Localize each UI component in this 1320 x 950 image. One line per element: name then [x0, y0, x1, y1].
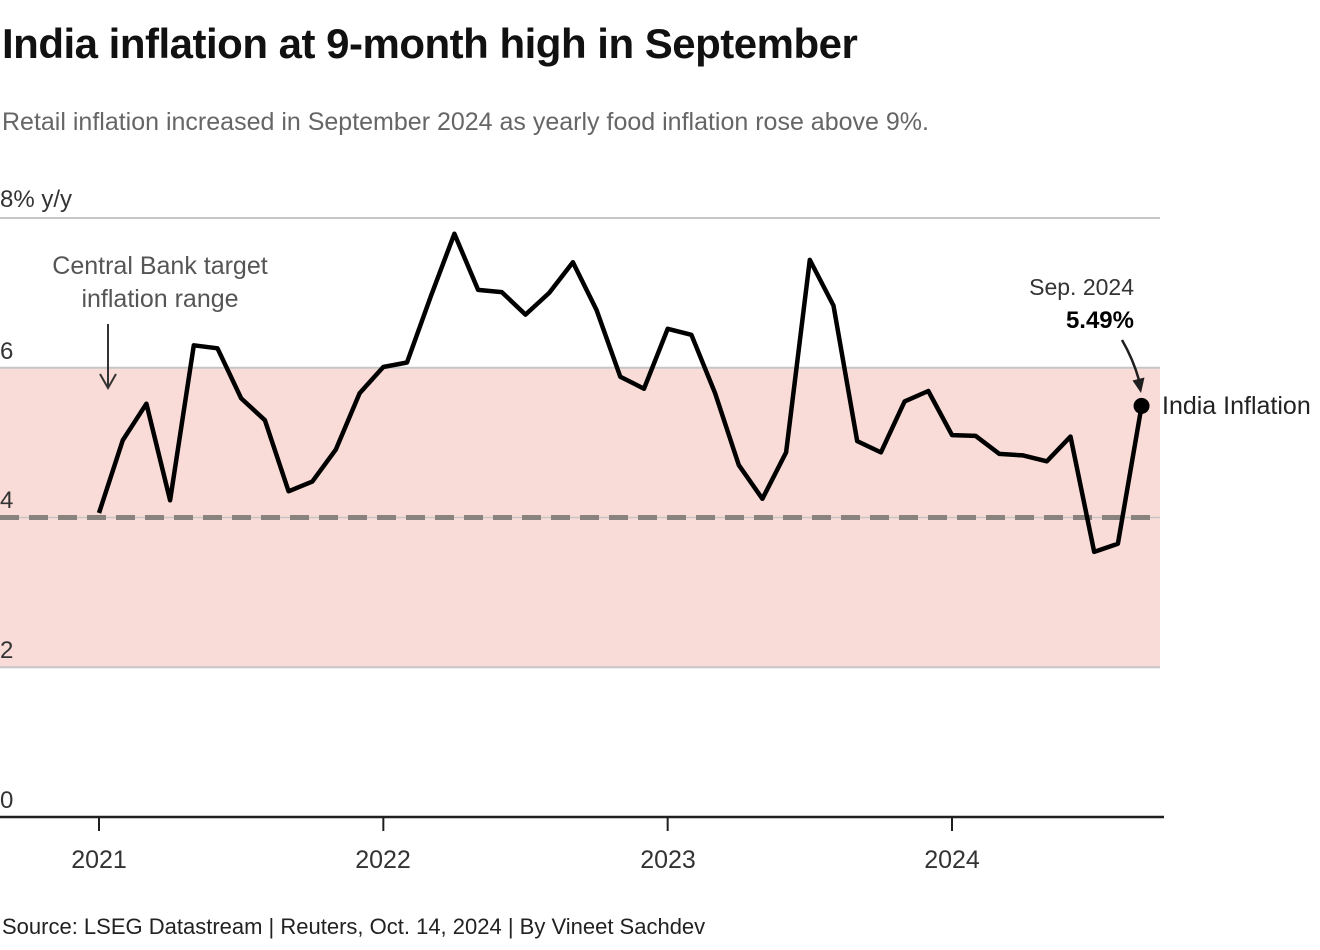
- last-point-annotation: Sep. 2024 5.49%: [1029, 271, 1134, 337]
- x-tick-label-2024: 2024: [924, 846, 980, 874]
- target-range-annotation: Central Bank target inflation range: [52, 252, 268, 313]
- last-point-value: 5.49%: [1065, 307, 1134, 334]
- page-subtitle: Retail inflation increased in September …: [2, 108, 929, 136]
- page-title: India inflation at 9-month high in Septe…: [2, 20, 858, 67]
- source-credit: Source: LSEG Datastream | Reuters, Oct. …: [2, 914, 706, 939]
- x-tick-label-2023: 2023: [640, 846, 696, 874]
- x-tick-label-2021: 2021: [71, 846, 127, 874]
- last-point-date: Sep. 2024: [1029, 274, 1134, 300]
- down-arrow-head-icon: [99, 373, 117, 391]
- y-tick-label-0: 0: [0, 787, 14, 814]
- curved-arrow-icon: [1120, 339, 1141, 381]
- x-tick-label-2022: 2022: [355, 846, 411, 874]
- curved-arrow-head-icon: [1132, 377, 1145, 393]
- series-label: India Inflation: [1162, 392, 1311, 420]
- y-axis-unit-label: 8% y/y: [0, 186, 73, 213]
- last-point-marker: [1133, 397, 1150, 414]
- y-tick-label-6: 6: [0, 338, 14, 365]
- y-tick-label-4: 4: [0, 487, 14, 514]
- inflation-line: [96, 231, 1144, 555]
- y-tick-label-2: 2: [0, 637, 14, 664]
